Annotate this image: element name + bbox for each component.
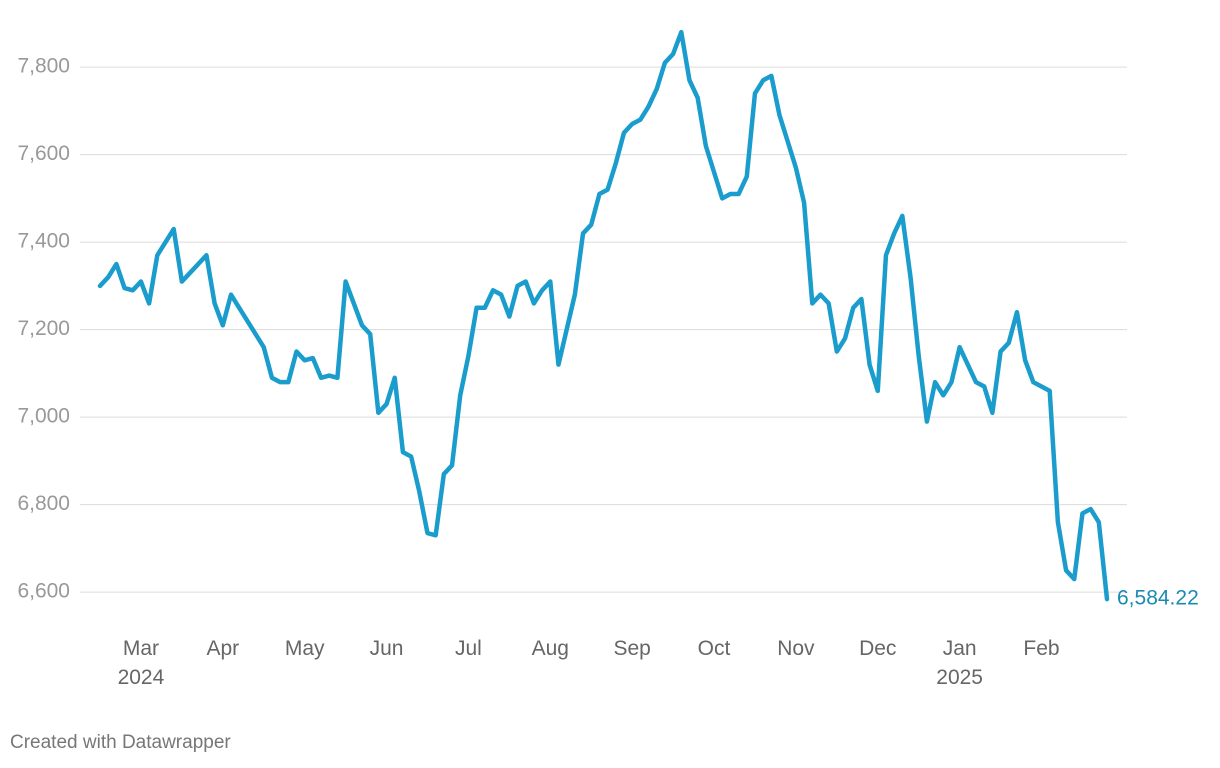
y-tick-label: 7,400 (17, 230, 70, 253)
x-tick-label: Feb (1023, 637, 1060, 660)
x-tick-label: Aug (531, 637, 569, 660)
chart: 6,600 6,800 7,000 7,200 7,400 7,600 7,800 6,584… (17, 29, 1199, 610)
y-tick-label: 7,600 (17, 142, 70, 165)
y-tick-label: 7,000 (17, 405, 70, 428)
y-tick-label: 6,600 (17, 580, 70, 603)
x-tick-label: May (284, 637, 325, 660)
credit: Created with Datawrapper (10, 732, 231, 753)
x-tick-label: Jan 2025 (936, 637, 983, 689)
x-tick-label: Dec (859, 637, 897, 660)
line (97, 29, 1110, 602)
x-tick-label: Jul (454, 637, 482, 660)
value-label: 6,584.22 (1117, 587, 1199, 610)
x-tick-label: Nov (777, 637, 815, 660)
x-tick-label: Jun (369, 637, 404, 660)
x-tick-label: Oct (697, 637, 731, 660)
y-tick-label: 6,800 (17, 492, 70, 515)
x-tick-label: Apr (206, 637, 240, 660)
x-tick-label: Sep (613, 637, 651, 660)
y-tick-label: 7,200 (17, 317, 70, 340)
y-tick-label: 7,800 (17, 55, 70, 78)
x-tick-label: Mar 2024 (117, 637, 165, 689)
